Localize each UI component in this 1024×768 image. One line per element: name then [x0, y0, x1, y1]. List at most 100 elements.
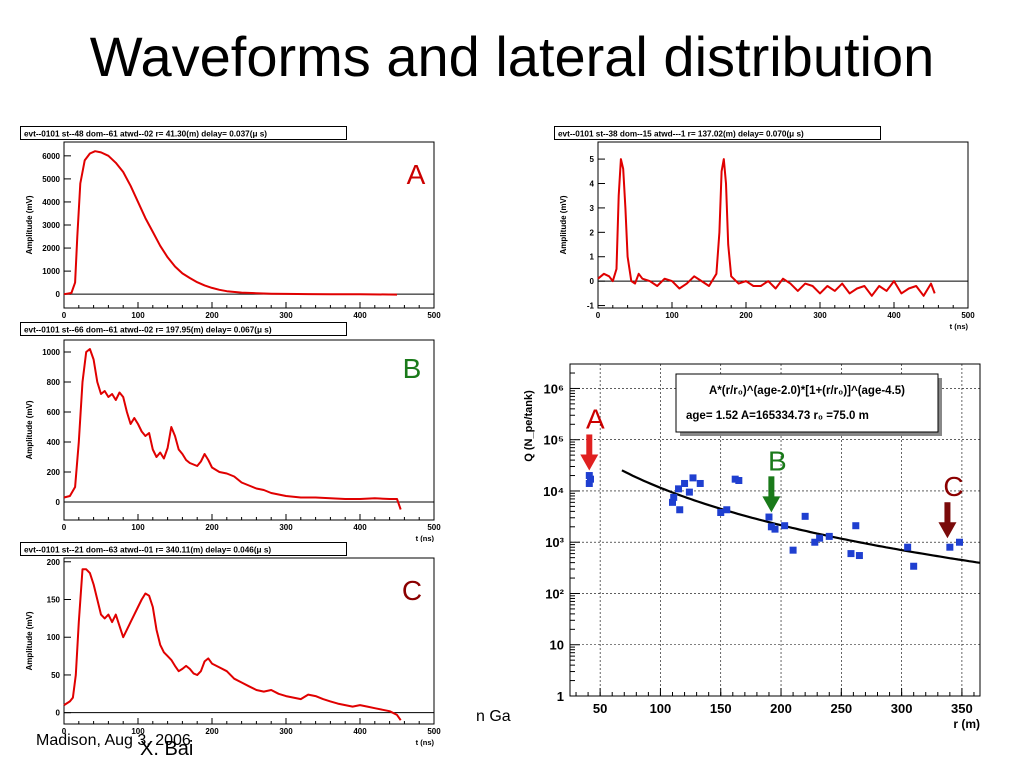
- y-tick-label: 0: [56, 290, 61, 299]
- data-point: [847, 550, 855, 558]
- x-axis-label: t (ns): [416, 534, 435, 542]
- x-tick-label: 500: [427, 523, 441, 532]
- fit-curve: [621, 469, 981, 564]
- x-tick-label: 200: [205, 523, 219, 532]
- fit-params: age= 1.52 A=165334.73 r₀ =75.0 m: [686, 410, 869, 422]
- x-tick-label: 100: [650, 701, 672, 716]
- panel-letter-C: C: [402, 575, 422, 606]
- x-tick-label: 150: [710, 701, 732, 716]
- data-point: [811, 538, 819, 546]
- x-tick-label: 50: [593, 701, 607, 716]
- lateral-distribution-panel: 50 100 150 200 250 300 350 1 10 10² 10³ 10⁴ 10⁵ 10⁶ Q …: [523, 363, 981, 731]
- y-tick-label: -1: [587, 302, 595, 311]
- y-tick-label: 150: [47, 596, 61, 605]
- waveform-header-box: [554, 126, 881, 140]
- x-tick-label: 300: [813, 311, 827, 320]
- y-tick-label: 0: [590, 277, 595, 286]
- data-point: [585, 472, 593, 480]
- data-point: [676, 506, 684, 514]
- x-tick-label: 300: [279, 523, 293, 532]
- fit-box: [675, 373, 939, 433]
- x-axis-label: t (ns): [416, 738, 435, 747]
- y-tick-label: 10: [550, 638, 564, 653]
- x-tick-label: 250: [830, 701, 852, 716]
- y-tick-label: 400: [47, 438, 61, 447]
- y-tick-label: 10⁶: [544, 381, 564, 396]
- y-tick-label: 5000: [42, 175, 60, 184]
- data-point: [946, 543, 954, 551]
- x-tick-label: 0: [62, 311, 67, 320]
- waveform-series-line: [63, 348, 402, 510]
- y-tick-label: 4: [590, 180, 595, 189]
- data-point: [685, 488, 693, 496]
- arrow-C-shaft: [944, 502, 951, 525]
- fit-formula: A*(r/r₀)^(age-2.0)*[1+(r/r₀)]^(age-4.5): [709, 385, 905, 397]
- panel-letter-A: A: [407, 159, 426, 190]
- arrow-label-C: C: [943, 471, 963, 502]
- y-tick-label: 200: [47, 558, 61, 567]
- plot-frame: [63, 141, 435, 309]
- data-point: [696, 479, 704, 487]
- y-axis-label: Amplitude (mV): [559, 195, 568, 254]
- y-tick-label: 0: [56, 709, 61, 718]
- y-tick-label: 1000: [42, 267, 60, 276]
- y-tick-label: 4000: [42, 198, 60, 207]
- data-point: [781, 522, 789, 530]
- footer-author: X. Bai: [140, 738, 194, 760]
- x-tick-label: 400: [887, 311, 901, 320]
- y-tick-label: 6000: [42, 152, 60, 161]
- data-point: [735, 477, 743, 485]
- y-tick-label: 2000: [42, 244, 60, 253]
- x-tick-label: 500: [427, 311, 441, 320]
- data-point: [855, 552, 863, 560]
- waveform-header-box: [20, 126, 347, 140]
- x-tick-label: 300: [279, 727, 293, 736]
- data-point: [689, 474, 697, 482]
- waveform-series-line: [63, 150, 398, 296]
- x-axis-label: r (m): [953, 717, 980, 731]
- y-tick-label: 50: [51, 671, 60, 680]
- x-tick-label: 400: [353, 727, 367, 736]
- data-point: [825, 532, 833, 540]
- data-point: [717, 509, 725, 517]
- y-axis-label: Amplitude (mV): [25, 611, 34, 670]
- data-point: [789, 546, 797, 554]
- y-tick-label: 5: [590, 155, 595, 164]
- arrow-A-head: [580, 454, 599, 471]
- footer-location-date: Madison, Aug 3, 2006: [36, 732, 191, 749]
- arrow-C-head: [938, 522, 957, 539]
- x-tick-label: 300: [279, 311, 293, 320]
- waveform-header-text: evt--0101 st--21 dom--63 atwd--01 r= 340…: [24, 546, 271, 555]
- waveform-header-text: evt--0101 st--48 dom--61 atwd--02 r= 41.…: [24, 130, 267, 139]
- y-tick-label: 800: [47, 378, 61, 387]
- data-point: [767, 523, 775, 531]
- x-tick-label: 100: [131, 727, 145, 736]
- data-point: [852, 522, 860, 530]
- arrow-label-B: B: [768, 445, 787, 476]
- data-point: [801, 512, 809, 520]
- data-point: [723, 506, 731, 514]
- footer-conference-fragment: n Ga: [476, 708, 511, 725]
- data-point: [731, 475, 739, 483]
- x-tick-label: 200: [739, 311, 753, 320]
- y-tick-label: 10³: [545, 535, 564, 550]
- data-point: [675, 485, 683, 493]
- data-point: [771, 525, 779, 533]
- y-tick-label: 2: [590, 228, 595, 237]
- x-tick-label: 100: [131, 523, 145, 532]
- y-tick-label: 200: [47, 468, 61, 477]
- y-tick-label: 100: [47, 633, 61, 642]
- arrow-A-shaft: [586, 434, 593, 457]
- x-tick-label: 400: [353, 523, 367, 532]
- data-point: [904, 543, 912, 551]
- waveform-panel-A: evt--0101 st--48 dom--61 atwd--02 r= 41.…: [20, 126, 441, 320]
- y-axis-label: Amplitude (mV): [25, 400, 34, 459]
- waveform-series-line: [63, 568, 402, 721]
- y-tick-label: 10²: [545, 586, 564, 601]
- y-tick-label: 10⁴: [543, 484, 564, 499]
- data-point: [910, 562, 918, 570]
- x-tick-label: 300: [891, 701, 913, 716]
- panel-letter-B: B: [403, 353, 422, 384]
- waveform-panel-B: evt--0101 st--66 dom--61 atwd--02 r= 197…: [20, 322, 441, 542]
- waveform-header-text: evt--0101 st--38 dom--15 atwd---1 r= 137…: [558, 130, 804, 139]
